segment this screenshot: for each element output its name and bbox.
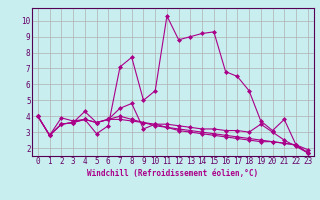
X-axis label: Windchill (Refroidissement éolien,°C): Windchill (Refroidissement éolien,°C) [87,169,258,178]
